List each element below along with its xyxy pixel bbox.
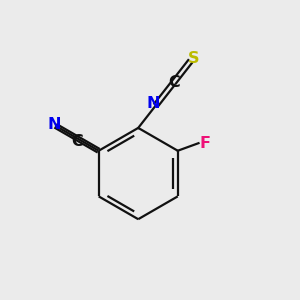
Text: C: C [72,134,83,149]
Text: S: S [188,51,200,66]
Text: N: N [146,96,160,111]
Text: N: N [47,117,61,132]
Text: F: F [200,136,211,151]
Text: C: C [168,75,180,90]
